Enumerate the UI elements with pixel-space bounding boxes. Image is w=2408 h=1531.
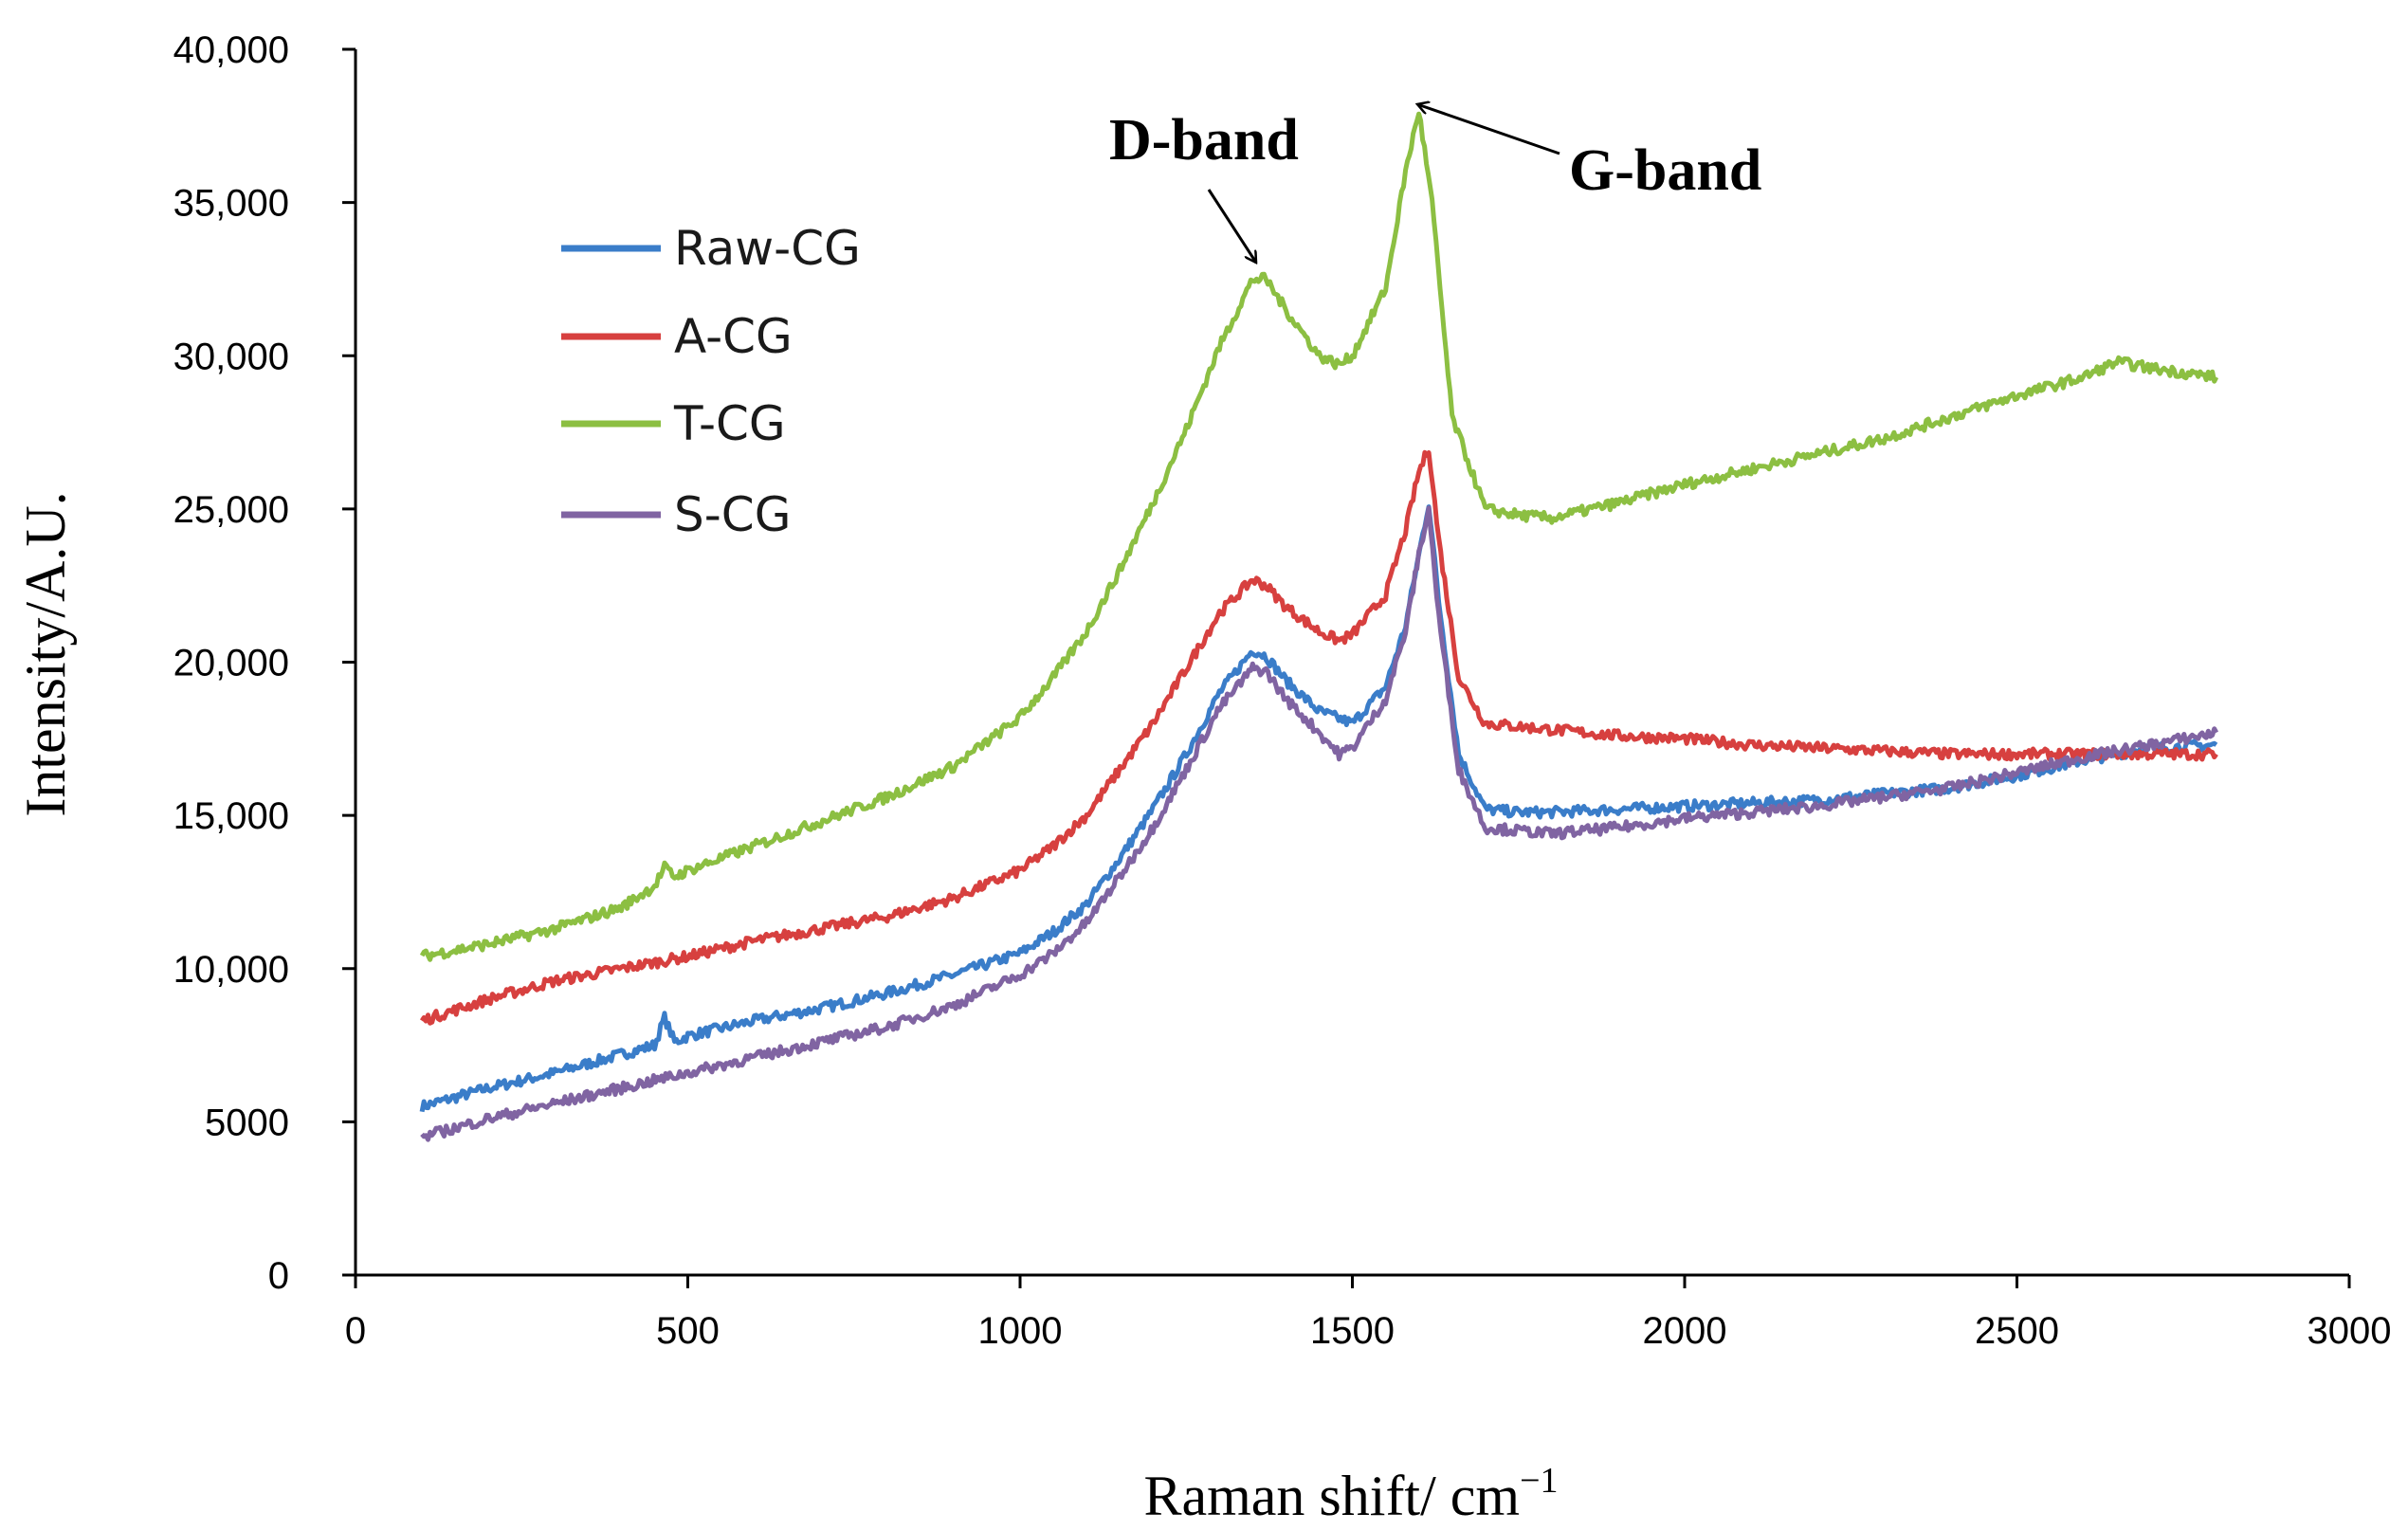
x-tick-label: 1500 bbox=[1310, 1310, 1395, 1352]
g-band-label: G-band bbox=[1569, 138, 1761, 203]
legend-label-t-cg: T-CG bbox=[673, 396, 786, 451]
annotations: D-band G-band bbox=[1109, 104, 1761, 263]
series-line-s-cg bbox=[420, 505, 2219, 1142]
y-tick-label: 35,000 bbox=[173, 183, 289, 225]
series-layer bbox=[419, 111, 2219, 1142]
legend-label-raw-cg: Raw-CG bbox=[674, 221, 861, 276]
series-line-t-cg bbox=[419, 111, 2219, 962]
legend-label-a-cg: A-CG bbox=[674, 309, 793, 364]
y-tick-label: 5000 bbox=[205, 1102, 289, 1143]
legend-label-s-cg: S-CG bbox=[674, 487, 791, 542]
y-tick-label: 40,000 bbox=[173, 29, 289, 71]
x-tick-label: 500 bbox=[656, 1310, 720, 1352]
d-band-arrow bbox=[1207, 189, 1256, 263]
y-tick-label: 30,000 bbox=[173, 336, 289, 377]
y-tick-label: 0 bbox=[268, 1255, 289, 1297]
x-axis-title-text: Raman shift/ cm bbox=[1143, 1465, 1520, 1527]
ticks-layer: 0500010,00015,00020,00025,00030,00035,00… bbox=[173, 29, 2392, 1352]
x-tick-label: 1000 bbox=[978, 1310, 1063, 1352]
series-line-a-cg bbox=[420, 449, 2218, 1026]
x-axis-title-superscript: −1 bbox=[1520, 1461, 1558, 1501]
y-tick-label: 20,000 bbox=[173, 643, 289, 684]
g-band-arrow bbox=[1417, 104, 1560, 155]
d-band-label: D-band bbox=[1109, 108, 1299, 173]
x-tick-label: 2500 bbox=[1975, 1310, 2059, 1352]
x-axis-title: Raman shift/ cm−1 bbox=[1143, 1461, 1558, 1527]
x-tick-label: 2000 bbox=[1643, 1310, 1727, 1352]
x-tick-label: 3000 bbox=[2308, 1310, 2392, 1352]
legend: Raw-CG A-CG T-CG S-CG bbox=[561, 221, 861, 542]
x-tick-label: 0 bbox=[345, 1310, 366, 1352]
y-tick-label: 15,000 bbox=[173, 795, 289, 837]
y-tick-label: 10,000 bbox=[173, 949, 289, 991]
y-tick-label: 25,000 bbox=[173, 489, 289, 531]
y-axis-title: Intensity/A.U. bbox=[14, 491, 77, 816]
